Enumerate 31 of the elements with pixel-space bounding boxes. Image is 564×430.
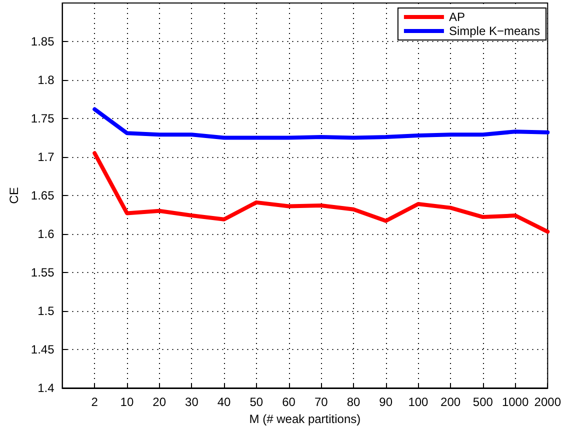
x-tick-label: 1000 — [502, 395, 529, 409]
x-tick-label: 500 — [472, 395, 494, 409]
x-tick-label: 200 — [440, 395, 461, 409]
x-tick-label: 20 — [152, 395, 166, 409]
legend-label: AP — [448, 10, 465, 24]
x-tick-label: 80 — [346, 395, 360, 409]
y-tick-label: 1.65 — [30, 188, 55, 202]
y-tick-label: 1.8 — [38, 73, 55, 87]
y-axis-title: CE — [7, 187, 21, 204]
y-tick-label: 1.85 — [30, 34, 55, 48]
x-tick-label: 90 — [379, 395, 393, 409]
x-tick-label: 30 — [185, 395, 199, 409]
x-tick-label: 10 — [120, 395, 134, 409]
x-tick-label: 70 — [314, 395, 328, 409]
y-tick-label: 1.6 — [38, 227, 55, 241]
y-tick-label: 1.55 — [30, 266, 55, 280]
line-series — [92, 107, 550, 140]
x-tick-label: 40 — [217, 395, 232, 409]
y-tick-label: 1.75 — [30, 112, 55, 126]
x-tick-label: 50 — [250, 395, 264, 409]
x-tick-label: 2 — [91, 395, 98, 409]
y-tick-label: 1.5 — [38, 304, 55, 318]
x-tick-label: 100 — [408, 395, 429, 409]
x-tick-label: 2000 — [534, 395, 562, 409]
legend-label: Simple K−means — [448, 24, 540, 38]
y-tick-label: 1.4 — [38, 381, 55, 395]
line-series — [92, 151, 550, 234]
x-axis-title: M (# weak partitions) — [249, 412, 361, 426]
y-tick-label: 1.45 — [30, 342, 55, 356]
y-tick-label: 1.7 — [38, 150, 55, 164]
x-tick-label: 60 — [282, 395, 296, 409]
